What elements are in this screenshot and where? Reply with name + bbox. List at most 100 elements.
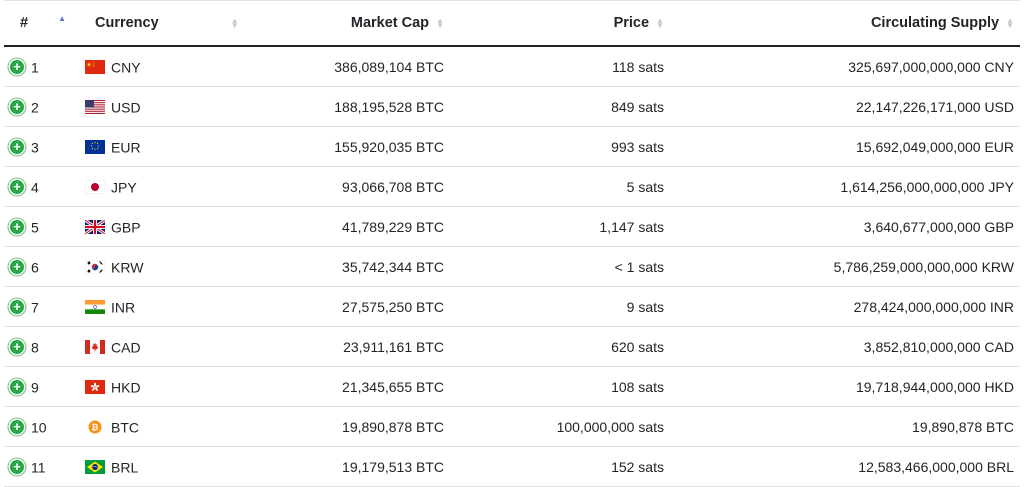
table-row: +11 BRL 19,179,513 BTC 152 sats 12,583,466,0… bbox=[4, 446, 1020, 487]
eu-flag-icon bbox=[85, 140, 105, 155]
table-row: +5 GBP 41,789,229 BTC 1,147 sats 3,640,677,0… bbox=[4, 206, 1020, 247]
svg-text:₿: ₿ bbox=[92, 422, 99, 433]
currency-code[interactable]: USD bbox=[111, 99, 141, 116]
market-cap-cell: 41,789,229 BTC bbox=[244, 206, 450, 247]
rank-value: 2 bbox=[31, 99, 39, 116]
currency-cell: JPY bbox=[79, 166, 244, 207]
ca-flag-icon bbox=[85, 340, 105, 355]
table-row: +6 KRW 35,742,344 BTC < 1 sats 5,786,259,000… bbox=[4, 246, 1020, 287]
rank-value: 8 bbox=[31, 339, 39, 356]
currency-code[interactable]: CNY bbox=[111, 59, 141, 76]
rank-value: 9 bbox=[31, 379, 39, 396]
expand-row-plus-icon[interactable]: + bbox=[10, 340, 24, 355]
rank-cell: +3 bbox=[4, 126, 79, 167]
supply-column-header[interactable]: Circulating Supply ▲ ▼ bbox=[670, 0, 1020, 47]
table-row: +9 HKD 21,345,655 BTC 108 sats 19,718,944,00… bbox=[4, 366, 1020, 407]
in-flag-icon bbox=[85, 300, 105, 315]
price-column-header[interactable]: Price ▲ ▼ bbox=[450, 0, 670, 47]
currency-code[interactable]: HKD bbox=[111, 379, 141, 396]
currency-cell: ₿ BTC bbox=[79, 406, 244, 447]
expand-row-plus-icon[interactable]: + bbox=[10, 460, 24, 475]
table-row: +10 ₿ BTC 19,890,878 BTC 100,000,000 sats 19,… bbox=[4, 406, 1020, 447]
supply-cell: 15,692,049,000,000 EUR bbox=[670, 126, 1020, 167]
rank-value: 3 bbox=[31, 139, 39, 156]
rank-value: 1 bbox=[31, 59, 39, 76]
market-cap-cell: 19,179,513 BTC bbox=[244, 446, 450, 487]
market-cap-cell: 188,195,528 BTC bbox=[244, 86, 450, 127]
rank-cell: +2 bbox=[4, 86, 79, 127]
sort-icon: ▲ ▼ bbox=[1006, 16, 1014, 31]
supply-cell: 22,147,226,171,000 USD bbox=[670, 86, 1020, 127]
supply-header-label: Circulating Supply bbox=[870, 15, 1000, 31]
currency-cell: CAD bbox=[79, 326, 244, 367]
supply-cell: 5,786,259,000,000,000 KRW bbox=[670, 246, 1020, 287]
expand-row-plus-icon[interactable]: + bbox=[10, 420, 24, 435]
price-cell: 993 sats bbox=[450, 126, 670, 167]
currency-column-header[interactable]: Currency ▲ ▼ bbox=[79, 0, 244, 47]
rank-column-header[interactable]: # ▲ bbox=[4, 0, 79, 47]
market-cap-cell: 93,066,708 BTC bbox=[244, 166, 450, 207]
price-cell: 9 sats bbox=[450, 286, 670, 327]
market-cap-cell: 155,920,035 BTC bbox=[244, 126, 450, 167]
rank-value: 7 bbox=[31, 299, 39, 316]
market-cap-column-header[interactable]: Market Cap ▲ ▼ bbox=[244, 0, 450, 47]
currency-code[interactable]: KRW bbox=[111, 259, 144, 276]
rank-cell: +6 bbox=[4, 246, 79, 287]
bitcoin-icon: ₿ bbox=[85, 420, 105, 434]
expand-row-plus-icon[interactable]: + bbox=[10, 60, 24, 75]
market-cap-cell: 27,575,250 BTC bbox=[244, 286, 450, 327]
rank-cell: +10 bbox=[4, 406, 79, 447]
supply-cell: 325,697,000,000,000 CNY bbox=[670, 46, 1020, 87]
sort-ascending-icon: ▲ bbox=[58, 14, 67, 23]
supply-cell: 3,640,677,000,000 GBP bbox=[670, 206, 1020, 247]
rank-cell: +4 bbox=[4, 166, 79, 207]
expand-row-plus-icon[interactable]: + bbox=[10, 260, 24, 275]
gb-flag-icon bbox=[85, 220, 105, 235]
market-cap-cell: 386,089,104 BTC bbox=[244, 46, 450, 87]
currency-code[interactable]: BRL bbox=[111, 459, 139, 476]
expand-row-plus-icon[interactable]: + bbox=[10, 220, 24, 235]
sort-icon: ▲ ▼ bbox=[656, 16, 664, 31]
currency-cell: HKD bbox=[79, 366, 244, 407]
price-cell: 849 sats bbox=[450, 86, 670, 127]
currency-code[interactable]: CAD bbox=[111, 339, 141, 356]
currency-code[interactable]: GBP bbox=[111, 219, 141, 236]
rank-value: 5 bbox=[31, 219, 39, 236]
currency-code[interactable]: BTC bbox=[111, 419, 139, 436]
price-cell: 100,000,000 sats bbox=[450, 406, 670, 447]
market-cap-cell: 23,911,161 BTC bbox=[244, 326, 450, 367]
market-cap-cell: 35,742,344 BTC bbox=[244, 246, 450, 287]
expand-row-plus-icon[interactable]: + bbox=[10, 180, 24, 195]
rank-cell: +11 bbox=[4, 446, 79, 487]
market-cap-cell: 21,345,655 BTC bbox=[244, 366, 450, 407]
expand-row-plus-icon[interactable]: + bbox=[10, 100, 24, 115]
expand-row-plus-icon[interactable]: + bbox=[10, 380, 24, 395]
us-flag-icon bbox=[85, 100, 105, 115]
currency-cell: GBP bbox=[79, 206, 244, 247]
price-cell: 620 sats bbox=[450, 326, 670, 367]
supply-cell: 1,614,256,000,000,000 JPY bbox=[670, 166, 1020, 207]
market-cap-header-label: Market Cap bbox=[350, 15, 430, 31]
hk-flag-icon bbox=[85, 380, 105, 395]
expand-row-plus-icon[interactable]: + bbox=[10, 300, 24, 315]
supply-cell: 19,890,878 BTC bbox=[670, 406, 1020, 447]
currency-table: # ▲ Currency ▲ ▼ Market Cap ▲ ▼ Price ▲ ▼ C… bbox=[4, 0, 1020, 487]
cn-flag-icon bbox=[85, 60, 105, 75]
currency-table-container: # ▲ Currency ▲ ▼ Market Cap ▲ ▼ Price ▲ ▼ C… bbox=[4, 0, 1020, 487]
supply-cell: 3,852,810,000,000 CAD bbox=[670, 326, 1020, 367]
supply-cell: 12,583,466,000,000 BRL bbox=[670, 446, 1020, 487]
table-row: +7 INR 27,575,250 BTC 9 sats 278,424,000,000… bbox=[4, 286, 1020, 327]
kr-flag-icon bbox=[85, 260, 105, 275]
currency-cell: BRL bbox=[79, 446, 244, 487]
expand-row-plus-icon[interactable]: + bbox=[10, 140, 24, 155]
currency-code[interactable]: EUR bbox=[111, 139, 141, 156]
currency-code[interactable]: INR bbox=[111, 299, 136, 316]
rank-cell: +5 bbox=[4, 206, 79, 247]
price-cell: 108 sats bbox=[450, 366, 670, 407]
price-cell: 118 sats bbox=[450, 46, 670, 87]
table-row: +3 EUR 155,920,035 BTC 993 sats 15,692,049,0… bbox=[4, 126, 1020, 167]
currency-code[interactable]: JPY bbox=[111, 179, 137, 196]
price-cell: 152 sats bbox=[450, 446, 670, 487]
table-row: +1 CNY 386,089,104 BTC 118 sats 325,697,000,… bbox=[4, 46, 1020, 87]
rank-value: 11 bbox=[31, 459, 46, 476]
